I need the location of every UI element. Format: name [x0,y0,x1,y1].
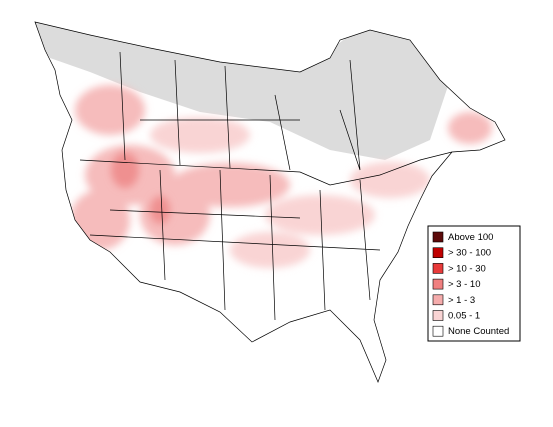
legend-label: Above 100 [448,232,493,243]
legend-label: None Counted [448,326,509,337]
legend-label: > 3 - 10 [448,279,480,290]
legend-swatch [432,231,444,243]
no-data-region [35,22,450,160]
legend-swatch [432,310,444,321]
borders [34,21,506,383]
legend-swatch [432,325,444,337]
legend-swatch [432,294,444,306]
legend-swatch [432,263,444,274]
map-fill [35,22,492,268]
legend-swatch [432,278,444,290]
legend-swatch [432,247,444,258]
legend-label: > 30 - 100 [448,248,491,259]
legend-label: > 1 - 3 [448,295,475,306]
legend-label: 0.05 - 1 [448,311,480,322]
legend-label: > 10 - 30 [448,263,486,274]
legend [427,225,521,342]
abundance [70,85,492,268]
legend-items: Above 100 > 30 - 100 > 10 - 30 > 3 - 10 > 1 … [432,231,509,337]
